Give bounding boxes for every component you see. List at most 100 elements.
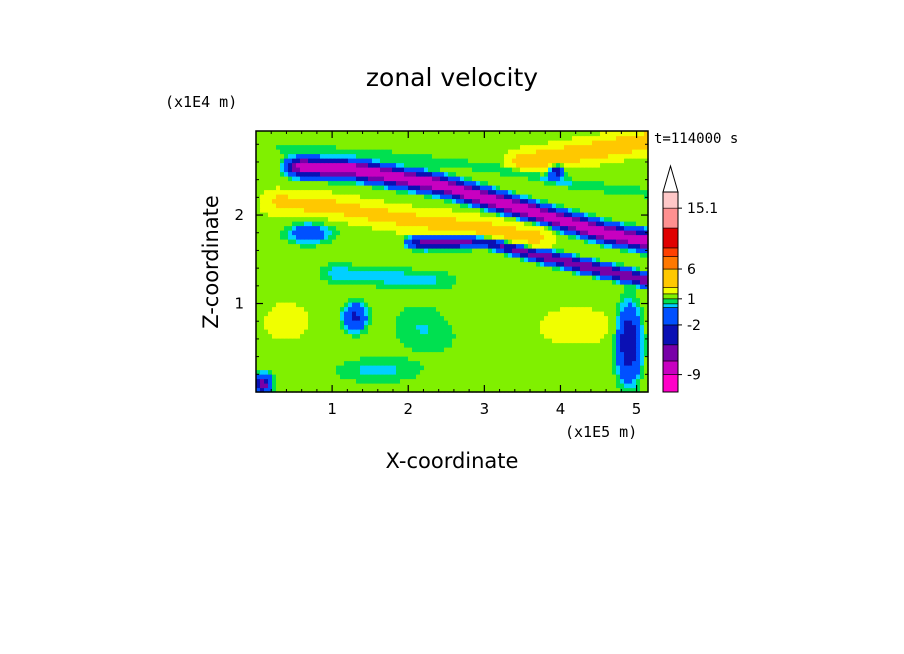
heatmap-cell — [312, 212, 317, 218]
heatmap-cell — [540, 189, 545, 195]
heatmap-cell — [332, 374, 337, 380]
heatmap-cell — [644, 176, 649, 182]
heatmap-cell — [384, 203, 389, 209]
heatmap-cell — [612, 225, 617, 231]
heatmap-cell — [264, 369, 269, 375]
heatmap-cell — [592, 302, 597, 308]
heatmap-cell — [412, 365, 417, 371]
heatmap-cell — [604, 338, 609, 344]
heatmap-cell — [564, 185, 569, 191]
heatmap-cell — [488, 203, 493, 209]
plot-area: 1 2 3 4 512 — [234, 130, 649, 418]
heatmap-cell — [508, 162, 513, 168]
heatmap-cell — [584, 338, 589, 344]
heatmap-cell — [384, 171, 389, 177]
heatmap-cell — [536, 230, 541, 236]
heatmap-cell — [420, 387, 425, 393]
heatmap-cell — [316, 329, 321, 335]
heatmap-cell — [440, 248, 445, 254]
heatmap-cell — [492, 288, 497, 294]
heatmap-cell — [552, 257, 557, 263]
heatmap-cell — [412, 275, 417, 281]
heatmap-cell — [428, 266, 433, 272]
heatmap-cell — [348, 378, 353, 384]
heatmap-cell — [408, 221, 413, 227]
heatmap-cell — [588, 365, 593, 371]
heatmap-cell — [424, 374, 429, 380]
heatmap-cell — [552, 284, 557, 290]
heatmap-cell — [432, 369, 437, 375]
heatmap-cell — [352, 185, 357, 191]
heatmap-cell — [564, 275, 569, 281]
heatmap-cell — [256, 297, 261, 303]
heatmap-cell — [584, 356, 589, 362]
heatmap-cell — [620, 329, 625, 335]
heatmap-cell — [308, 266, 313, 272]
heatmap-cell — [552, 387, 557, 393]
heatmap-cell — [404, 252, 409, 258]
heatmap-cell — [256, 203, 261, 209]
heatmap-cell — [348, 198, 353, 204]
heatmap-cell — [388, 333, 393, 339]
heatmap-cell — [384, 180, 389, 186]
heatmap-cell — [468, 216, 473, 222]
heatmap-cell — [516, 284, 521, 290]
heatmap-cell — [428, 293, 433, 299]
heatmap-cell — [412, 306, 417, 312]
heatmap-cell — [352, 225, 357, 231]
heatmap-cell — [536, 369, 541, 375]
heatmap-cell — [540, 369, 545, 375]
heatmap-cell — [356, 374, 361, 380]
heatmap-cell — [644, 171, 649, 177]
heatmap-cell — [468, 374, 473, 380]
heatmap-cell — [600, 176, 605, 182]
heatmap-cell — [300, 239, 305, 245]
heatmap-cell — [324, 185, 329, 191]
heatmap-cell — [440, 329, 445, 335]
heatmap-cell — [436, 221, 441, 227]
heatmap-cell — [460, 374, 465, 380]
heatmap-cell — [644, 189, 649, 195]
heatmap-cell — [288, 162, 293, 168]
heatmap-cell — [564, 225, 569, 231]
heatmap-cell — [620, 171, 625, 177]
heatmap-cell — [284, 248, 289, 254]
heatmap-cell — [448, 212, 453, 218]
heatmap-cell — [420, 365, 425, 371]
heatmap-cell — [604, 347, 609, 353]
heatmap-cell — [472, 279, 477, 285]
heatmap-cell — [508, 239, 513, 245]
heatmap-cell — [640, 369, 645, 375]
heatmap-cell — [500, 324, 505, 330]
heatmap-cell — [536, 239, 541, 245]
heatmap-cell — [640, 338, 645, 344]
heatmap-cell — [428, 333, 433, 339]
heatmap-cell — [288, 230, 293, 236]
heatmap-cell — [376, 176, 381, 182]
heatmap-cell — [508, 387, 513, 393]
heatmap-cell — [520, 167, 525, 173]
heatmap-cell — [608, 306, 613, 312]
heatmap-cell — [512, 230, 517, 236]
heatmap-cell — [356, 378, 361, 384]
heatmap-cell — [620, 216, 625, 222]
heatmap-cell — [640, 279, 645, 285]
heatmap-cell — [584, 311, 589, 317]
heatmap-cell — [452, 347, 457, 353]
heatmap-cell — [352, 180, 357, 186]
heatmap-cell — [480, 225, 485, 231]
heatmap-cell — [408, 167, 413, 173]
heatmap-cell — [412, 351, 417, 357]
heatmap-cell — [336, 230, 341, 236]
heatmap-cell — [416, 378, 421, 384]
heatmap-cell — [484, 198, 489, 204]
heatmap-cell — [584, 387, 589, 393]
heatmap-cell — [416, 167, 421, 173]
heatmap-cell — [404, 275, 409, 281]
heatmap-cell — [452, 320, 457, 326]
heatmap-cell — [344, 248, 349, 254]
heatmap-cell — [512, 221, 517, 227]
heatmap-cell — [628, 257, 633, 263]
heatmap-cell — [300, 257, 305, 263]
heatmap-cell — [440, 266, 445, 272]
